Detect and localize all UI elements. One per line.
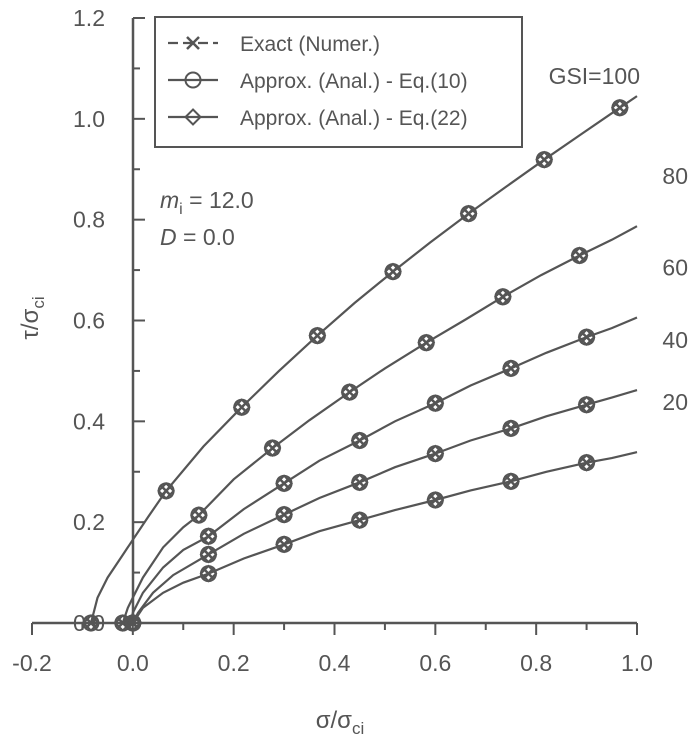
series-label: 20 [662,389,688,415]
data-point-marker [199,564,218,583]
x-tick-label: 0.2 [218,650,250,676]
x-tick-label: 0.6 [419,650,451,676]
data-point-marker [199,527,218,546]
data-point-marker [417,333,436,352]
legend: Exact (Numer.) Approx. (Anal.) - Eq.(10) A… [154,16,523,148]
legend-label: Approx. (Anal.) - Eq.(22) [240,107,468,130]
legend-marker-circle [184,71,202,89]
data-point-marker [123,614,142,632]
data-point-marker [82,614,100,632]
data-point-marker [275,535,293,554]
data-point-marker [502,419,520,438]
y-tick-label: 0.2 [73,509,105,535]
data-point-marker [350,511,369,530]
x-tick-label: 0.0 [117,650,149,676]
series-line-1 [89,95,638,624]
legend-box [154,16,523,148]
y-tick-label: 1.0 [73,106,105,132]
series-line-2 [121,225,638,624]
y-axis-label-subscript: ci [29,296,48,308]
x-axis-label-subscript: ci [352,719,364,738]
parameter-annotation: mi = 12.0 D = 0.0 [160,187,254,250]
data-point-marker [502,359,520,378]
series-label: 80 [662,163,688,189]
data-point-marker [570,246,589,265]
y-tick-label: 0.4 [73,408,105,434]
legend-label: Approx. (Anal.) - Eq.(10) [240,70,468,93]
x-axis-label: σ/σci [316,707,365,738]
axis-ticks: -0.2 0.0 0.2 0.4 0.6 0.8 1.0 0.0 0.2 0.4 0.6 0.8 1.0… [12,5,653,676]
x-tick-label: 0.8 [520,650,552,676]
data-point-marker [350,431,369,450]
series-label: 40 [662,327,688,353]
plot-area: -0.2 0.0 0.2 0.4 0.6 0.8 1.0 0.0 0.2 0.4 0.6 0.8 1.0… [12,5,688,676]
data-point-marker [199,545,218,564]
data-point-marker [426,394,445,413]
data-point-marker [502,472,520,491]
y-tick-label: 1.2 [73,5,105,31]
data-point-marker [426,491,445,509]
data-point-marker [157,481,176,500]
data-point-marker [340,383,359,402]
y-axis-label: τ/σci [17,296,48,339]
data-point-marker [493,287,512,306]
data-point-marker [459,204,478,223]
data-point-marker [275,505,293,524]
x-tick-label: -0.2 [12,650,52,676]
legend-label: Exact (Numer.) [240,33,380,56]
series-lines [89,95,638,624]
data-point-marker [263,439,282,457]
mi-annotation: mi = 12.0 [160,187,254,218]
y-tick-label: 0.0 [73,610,105,636]
series-markers [82,98,629,632]
series-label: 60 [662,254,688,280]
data-point-marker [577,453,596,472]
y-tick-label: 0.6 [73,308,105,334]
data-point-marker [426,444,445,463]
y-tick-label: 0.8 [73,207,105,233]
series-label: GSI=100 [549,63,640,89]
data-point-marker [350,473,369,492]
data-point-marker [577,328,596,347]
legend-marker-x [186,36,200,50]
legend-entries: Exact (Numer.) Approx. (Anal.) - Eq.(10) A… [168,33,468,130]
series-line-3 [129,316,638,624]
x-tick-label: 1.0 [621,650,653,676]
data-point-marker [275,474,293,493]
data-point-marker [577,395,596,414]
data-point-marker [610,98,629,117]
data-point-marker [232,398,251,417]
data-point-marker [535,150,554,169]
data-point-marker [384,262,402,281]
legend-marker-diamond [184,108,202,126]
x-tick-label: 0.4 [319,650,351,676]
data-point-marker [308,326,327,345]
data-point-marker [189,506,208,525]
d-annotation: D = 0.0 [160,224,235,250]
series-labels: GSI=100 80 60 40 20 [549,63,688,415]
